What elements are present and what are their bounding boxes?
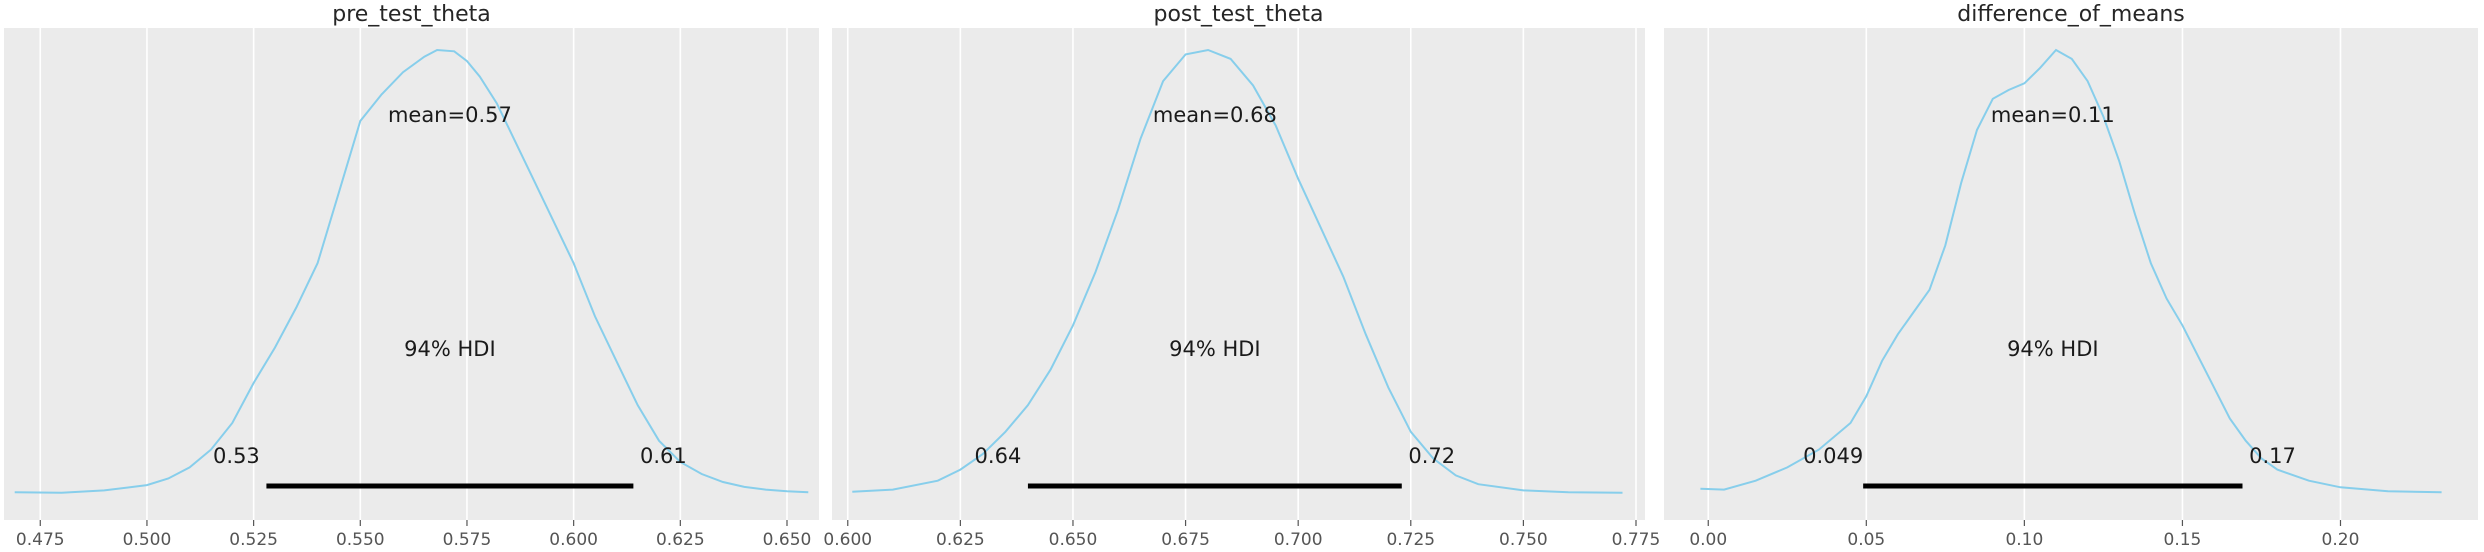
mean-label: mean=0.68 — [1153, 103, 1277, 127]
x-tick-label: 0.500 — [123, 530, 172, 550]
x-tick-label: 0.475 — [16, 530, 65, 550]
x-tick-label: 0.650 — [1049, 530, 1098, 550]
x-tick-label: 0.625 — [656, 530, 705, 550]
x-tick-label: 0.600 — [823, 530, 872, 550]
panel-title: difference_of_means — [1957, 2, 2185, 27]
panel-title: pre_test_theta — [332, 2, 491, 27]
mean-label: mean=0.57 — [388, 103, 512, 127]
plot-background — [4, 28, 819, 520]
hdi-label: 94% HDI — [1169, 337, 1261, 361]
hdi-label: 94% HDI — [2007, 337, 2099, 361]
hdi-upper-label: 0.61 — [640, 444, 687, 468]
x-tick-label: 0.15 — [2164, 530, 2202, 550]
x-tick-label: 0.700 — [1274, 530, 1323, 550]
hdi-label: 94% HDI — [404, 337, 496, 361]
density-curve — [14, 48, 809, 494]
x-tick-label: 0.725 — [1386, 530, 1435, 550]
x-tick-label: 0.00 — [1689, 530, 1727, 550]
plot-background — [832, 28, 1645, 520]
x-tick-label: 0.05 — [1847, 530, 1885, 550]
x-tick-label: 0.10 — [2005, 530, 2043, 550]
hdi-lower-label: 0.64 — [975, 444, 1022, 468]
x-tick-label: 0.525 — [229, 530, 278, 550]
hdi-upper-label: 0.72 — [1408, 444, 1455, 468]
mean-label: mean=0.11 — [1991, 103, 2115, 127]
x-tick-label: 0.600 — [549, 530, 598, 550]
x-tick-label: 0.550 — [336, 530, 385, 550]
panel-2: 0.00 0.05 0.10 0.15 0.20 difference_of_means 0… — [1664, 2, 2478, 550]
panel-title: post_test_theta — [1154, 2, 1324, 27]
x-tick-label: 0.650 — [763, 530, 812, 550]
panel-1: 0.600 0.625 0.650 0.675 0.700 0.725 0.750 0.775… — [823, 2, 1660, 550]
hdi-lower-label: 0.53 — [213, 444, 260, 468]
x-tick-label: 0.625 — [936, 530, 985, 550]
x-tick-label: 0.775 — [1612, 530, 1661, 550]
x-tick-label: 0.750 — [1499, 530, 1548, 550]
hdi-lower-label: 0.049 — [1803, 444, 1863, 468]
panel-0: 0.475 0.500 0.525 0.550 0.575 0.600 0.625 0.650… — [4, 2, 819, 550]
x-tick-label: 0.20 — [2322, 530, 2360, 550]
x-tick-label: 0.675 — [1161, 530, 1210, 550]
density-curve — [1700, 48, 2442, 494]
density-curve — [852, 48, 1623, 494]
x-tick-label: 0.575 — [443, 530, 492, 550]
hdi-upper-label: 0.17 — [2249, 444, 2296, 468]
plot-background — [1664, 28, 2478, 520]
